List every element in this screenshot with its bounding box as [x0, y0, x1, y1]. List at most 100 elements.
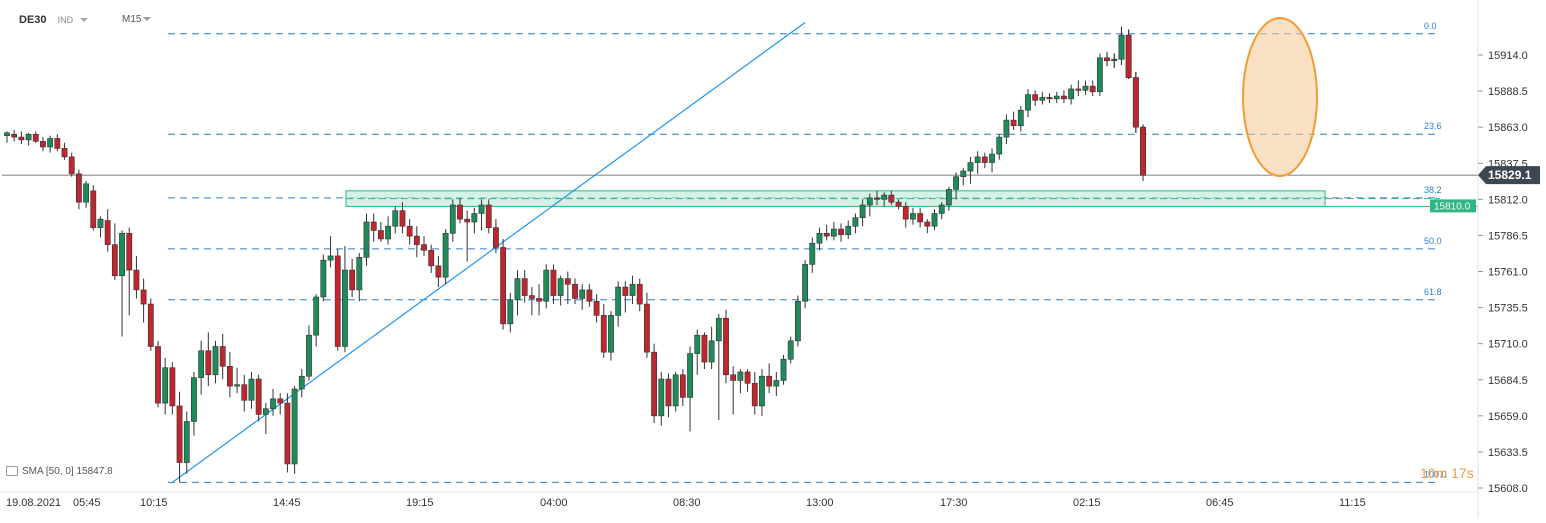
candle [1053, 91, 1060, 104]
candle [478, 199, 485, 231]
candle-body [1039, 97, 1046, 101]
timeframe-selector[interactable]: M15 [122, 14, 152, 25]
candle-body [18, 136, 25, 141]
candle [104, 209, 111, 252]
candle-body [1075, 88, 1082, 91]
candle [924, 219, 931, 234]
candle-body [169, 367, 176, 407]
symbol-header[interactable]: DE30 IND [19, 14, 89, 26]
candle [579, 284, 586, 310]
candle-body [327, 255, 334, 261]
candle-body [76, 173, 82, 203]
candle [442, 229, 449, 285]
candle [679, 369, 686, 406]
candle [672, 371, 679, 412]
candle-body [730, 374, 737, 381]
candle-body [773, 380, 780, 387]
candle-body [737, 371, 744, 381]
fib-level-label: 100.0 [1424, 469, 1447, 479]
candle [370, 213, 377, 242]
timer-minutes: 10m [1420, 465, 1448, 481]
support-zone[interactable] [345, 190, 1478, 207]
indicator-settings-icon[interactable] [6, 466, 18, 477]
candle [910, 207, 916, 225]
candle [787, 336, 794, 364]
candle [536, 284, 542, 316]
candle [449, 199, 456, 242]
candle-body [823, 232, 830, 237]
candle-body [377, 230, 384, 240]
x-tick-label: 04:00 [540, 497, 568, 509]
candle-body [147, 303, 154, 347]
candle-body [90, 190, 97, 228]
candle [406, 219, 413, 245]
candle [1032, 90, 1039, 106]
candle [881, 192, 888, 207]
candle-body [1046, 97, 1053, 100]
candle-body [428, 249, 435, 267]
candle [421, 236, 427, 256]
candle [687, 346, 693, 432]
highlight-ellipse-shape[interactable] [1242, 17, 1318, 177]
candle-body [759, 375, 765, 407]
candle-body [708, 340, 715, 363]
candle-body [457, 204, 463, 220]
candle [744, 369, 751, 392]
candle-body [270, 398, 276, 410]
candle-body [277, 398, 284, 404]
candle-body [205, 350, 212, 376]
candle [658, 371, 665, 426]
candle [493, 219, 499, 254]
trend-line-segment[interactable] [172, 21, 806, 483]
x-tick-label: 14:45 [273, 497, 301, 509]
candle-body [644, 303, 650, 353]
indicator-legend[interactable]: SMA [50, 0] 15847.8 [6, 466, 113, 477]
candle-body [600, 315, 607, 353]
candle [377, 221, 384, 242]
candle [974, 151, 981, 174]
candle [809, 237, 816, 273]
candle [1003, 114, 1010, 145]
candle [54, 134, 61, 152]
candle [1118, 26, 1125, 65]
candle-body [97, 218, 104, 228]
x-tick-label: 10:15 [140, 497, 168, 509]
candle-body [651, 351, 657, 417]
candle [600, 304, 607, 358]
candle [1010, 111, 1017, 130]
candle-body [1032, 94, 1039, 101]
candle-body [608, 315, 614, 353]
candle-body [140, 289, 147, 305]
candle [759, 369, 765, 416]
candle [133, 255, 140, 299]
candle [191, 371, 197, 436]
candle-body [1089, 85, 1096, 93]
candle [802, 260, 808, 309]
candle-body [291, 388, 298, 465]
candle [1089, 80, 1096, 97]
highlight-ellipse[interactable] [1104, 17, 1318, 181]
candle [126, 227, 133, 316]
x-tick-label: 06:45 [1206, 497, 1234, 509]
candle [298, 369, 305, 398]
candle-body [298, 375, 305, 390]
candle [644, 292, 650, 358]
chevron-down-icon[interactable] [80, 18, 89, 23]
candle [521, 270, 528, 303]
candle [830, 221, 837, 241]
candle-body [198, 350, 205, 378]
candle-body [248, 378, 255, 401]
candle [629, 275, 636, 305]
candle [428, 244, 435, 273]
candle-body [32, 133, 39, 142]
candle-body [989, 153, 995, 163]
candle [737, 369, 744, 394]
candle [76, 169, 82, 210]
trend-line[interactable] [172, 21, 806, 483]
candle [751, 371, 758, 415]
candle-body [219, 346, 226, 367]
candle-body [874, 197, 880, 200]
y-tick-label: 15914.0 [1488, 50, 1528, 62]
